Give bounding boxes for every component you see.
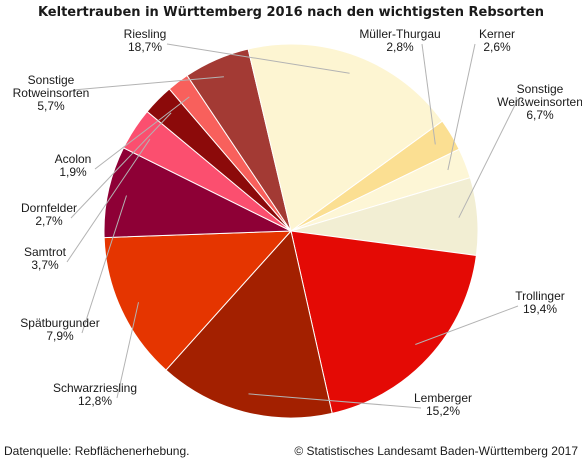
leader-line-dornfelder — [70, 112, 172, 219]
slice-labels: Müller-Thurgau 2,8% Kerner 2,6% Sonstige Weiß… — [13, 27, 582, 418]
slice-label-spaetburgunder: Spätburgunder 7,9% — [20, 316, 99, 343]
leader-line-samtrot — [66, 138, 151, 263]
footer-source: Datenquelle: Rebflächenerhebung. — [4, 444, 189, 458]
leader-line-lemberger — [248, 393, 422, 409]
slice-label-lemberger: Lemberger 15,2% — [414, 391, 472, 418]
pie-slice-spaetburgunder — [103, 147, 292, 239]
pie-slices — [103, 43, 479, 419]
pie-slice-lemberger — [165, 229, 333, 419]
slice-label-kerner: Kerner 2,6% — [479, 27, 515, 54]
leader-line-riesling — [166, 43, 350, 74]
leader-line-sonstige-rotweinsorten — [72, 76, 224, 91]
slice-label-samtrot: Samtrot 3,7% — [24, 245, 67, 272]
slice-label-trollinger: Trollinger 19,4% — [515, 289, 565, 316]
footer-copyright: © Statistisches Landesamt Baden-Württemb… — [294, 444, 578, 458]
slice-label-dornfelder: Dornfelder 2,7% — [21, 201, 77, 228]
leader-line-trollinger — [415, 305, 519, 345]
leader-lines — [66, 43, 519, 409]
leader-line-kerner — [447, 43, 476, 171]
leader-line-schwarzriesling — [116, 302, 139, 399]
leader-line-mueller-thurgau — [421, 43, 436, 145]
pie-slice-trollinger — [290, 230, 477, 415]
pie-slice-schwarzriesling — [103, 230, 293, 371]
slice-label-sonstige-weissweinsorten: Sonstige Weißweinsorten 6,7% — [497, 82, 582, 122]
chart-title: Keltertrauben in Württemberg 2016 nach d… — [38, 5, 544, 20]
slice-label-schwarzriesling: Schwarzriesling 12,8% — [53, 381, 137, 408]
leader-line-sonstige-weissweinsorten — [458, 98, 519, 218]
slice-label-acolon: Acolon 1,9% — [55, 152, 92, 179]
pie-slice-riesling — [247, 43, 443, 232]
slice-label-riesling: Riesling 18,7% — [124, 27, 167, 54]
leader-line-spaetburgunder — [81, 195, 127, 334]
leader-line-acolon — [94, 96, 190, 170]
slice-label-sonstige-rotweinsorten: Sonstige Rotweinsorten 5,7% — [13, 73, 90, 113]
slice-label-mueller-thurgau: Müller-Thurgau 2,8% — [359, 27, 440, 54]
